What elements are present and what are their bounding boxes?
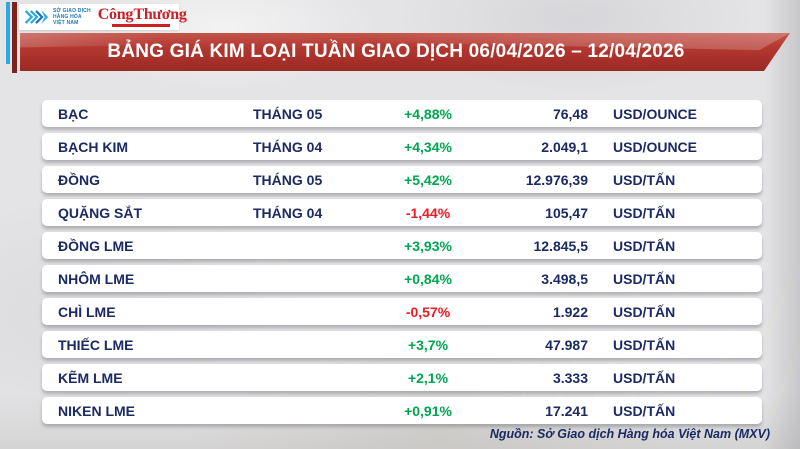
percent-change: +4,88%: [404, 105, 452, 122]
commodity-name: THIẾC LME: [58, 336, 134, 353]
price-value: 2.049,1: [541, 138, 588, 155]
page-title: BẢNG GIÁ KIM LOẠI TUẦN GIAO DỊCH 06/04/2…: [107, 41, 685, 62]
mxv-logo-icon: [24, 10, 49, 24]
percent-change: +0,91%: [404, 402, 452, 419]
price-table: BẠC THÁNG 05 +4,88% 76,48 USD/OUNCE BẠCH…: [42, 100, 762, 430]
left-accent-stripe-blue: [6, 2, 10, 64]
commodity-name: NHÔM LME: [58, 270, 135, 287]
left-accent-stripe-darkred: [12, 2, 17, 73]
commodity-name: ĐỒNG LME: [58, 237, 134, 254]
logo-bar: SỞ GIAO DỊCH HÀNG HÓA VIỆT NAM Công Thươ…: [19, 4, 187, 30]
table-row: CHÌ LME -0,57% 1.922 USD/TẤN: [42, 298, 762, 325]
table-row: THIẾC LME +3,7% 47.987 USD/TẤN: [42, 331, 762, 358]
price-unit: USD/TẤN: [613, 204, 676, 221]
price-unit: USD/TẤN: [613, 369, 676, 386]
price-value: 3.333: [552, 369, 588, 386]
table-row: NHÔM LME +0,84% 3.498,5 USD/TẤN: [42, 265, 762, 292]
contract-month: THÁNG 04: [253, 204, 323, 221]
percent-change: -0,57%: [405, 303, 451, 320]
mxv-logo-line3: VIỆT NAM: [53, 20, 79, 26]
price-unit: USD/OUNCE: [613, 138, 698, 155]
price-unit: USD/TẤN: [613, 303, 676, 320]
title-banner: BẢNG GIÁ KIM LOẠI TUẦN GIAO DỊCH 06/04/2…: [20, 33, 790, 71]
contract-month: THÁNG 04: [253, 138, 323, 155]
congthuong-logo-text: Công Thương: [97, 6, 187, 23]
price-unit: USD/TẤN: [613, 336, 676, 353]
percent-change: +3,93%: [404, 237, 452, 254]
commodity-name: CHÌ LME: [58, 303, 116, 320]
price-unit: USD/TẤN: [613, 237, 676, 254]
table-row: KẼM LME +2,1% 3.333 USD/TẤN: [42, 364, 762, 391]
price-value: 47.987: [545, 336, 588, 353]
mxv-logo-text: SỞ GIAO DỊCH HÀNG HÓA VIỆT NAM: [53, 8, 91, 26]
price-unit: USD/TẤN: [613, 402, 676, 419]
price-value: 12.976,39: [525, 171, 588, 188]
price-value: 76,48: [552, 105, 588, 122]
price-unit: USD/TẤN: [613, 270, 676, 287]
price-value: 1.922: [552, 303, 588, 320]
commodity-name: QUẶNG SẮT: [58, 204, 142, 221]
commodity-name: ĐỒNG: [58, 171, 100, 188]
price-value: 12.845,5: [533, 237, 589, 254]
mxv-logo-line1: SỞ GIAO DỊCH: [53, 8, 91, 14]
price-unit: USD/OUNCE: [613, 105, 698, 122]
percent-change: -1,44%: [405, 204, 451, 221]
table-row: ĐỒNG LME +3,93% 12.845,5 USD/TẤN: [42, 232, 762, 259]
mxv-logo-line2: HÀNG HÓA: [53, 14, 82, 20]
background-right-shade: [764, 0, 800, 449]
commodity-name: BẠCH KIM: [58, 138, 128, 155]
percent-change: +3,7%: [407, 336, 449, 353]
contract-month: THÁNG 05: [253, 105, 323, 122]
table-row: BẠC THÁNG 05 +4,88% 76,48 USD/OUNCE: [42, 100, 762, 127]
price-value: 105,47: [545, 204, 588, 221]
commodity-name: BẠC: [58, 105, 89, 122]
congthuong-logo-bar: [111, 24, 170, 27]
percent-change: +2,1%: [407, 369, 449, 386]
percent-change: +0,84%: [404, 270, 452, 287]
price-value: 17.241: [545, 402, 588, 419]
table-row: QUẶNG SẮT THÁNG 04 -1,44% 105,47 USD/TẤN: [42, 199, 762, 226]
price-value: 3.498,5: [541, 270, 588, 287]
table-row: BẠCH KIM THÁNG 04 +4,34% 2.049,1 USD/OUN…: [42, 133, 762, 160]
percent-change: +5,42%: [404, 171, 452, 188]
table-row: ĐỒNG THÁNG 05 +5,42% 12.976,39 USD/TẤN: [42, 166, 762, 193]
percent-change: +4,34%: [404, 138, 452, 155]
commodity-name: KẼM LME: [58, 369, 123, 386]
commodity-name: NIKEN LME: [58, 402, 135, 419]
congthuong-logo: Công Thương: [98, 7, 187, 27]
price-unit: USD/TẤN: [613, 171, 676, 188]
contract-month: THÁNG 05: [253, 171, 323, 188]
source-note: Nguồn: Sở Giao dịch Hàng hóa Việt Nam (M…: [489, 427, 770, 441]
table-row: NIKEN LME +0,91% 17.241 USD/TẤN: [42, 397, 762, 424]
